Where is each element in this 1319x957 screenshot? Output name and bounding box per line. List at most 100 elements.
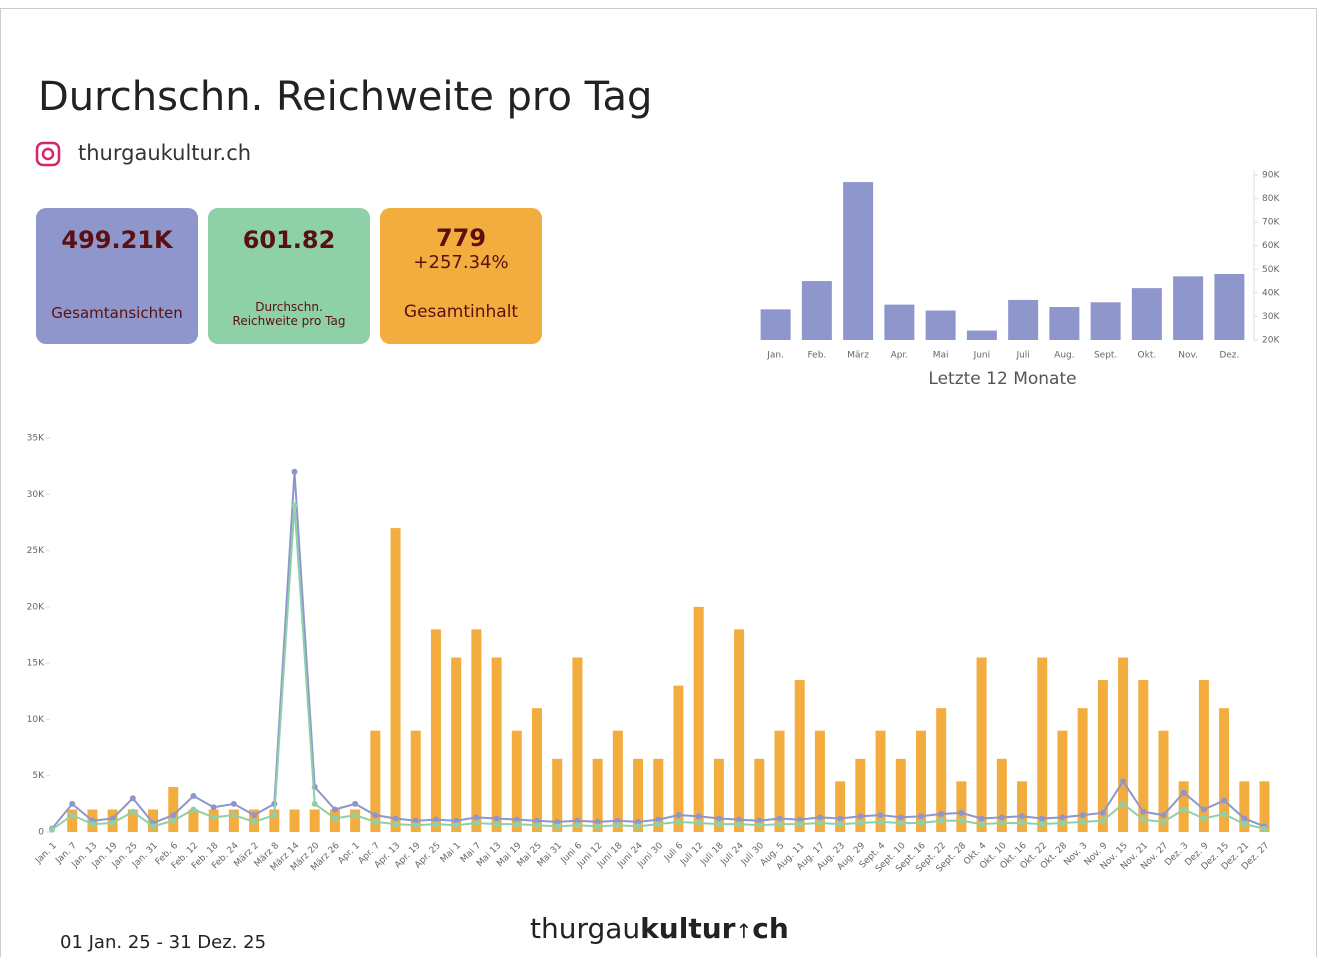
bar	[127, 809, 138, 832]
point	[230, 812, 237, 819]
point	[1180, 806, 1187, 813]
point	[958, 809, 965, 816]
point	[513, 821, 520, 828]
point	[877, 818, 884, 825]
y-tick-label: 60K	[1262, 241, 1280, 251]
point	[614, 817, 621, 824]
point	[129, 808, 136, 815]
point	[1099, 809, 1106, 816]
point	[574, 822, 581, 829]
x-tick-label: Mai	[933, 351, 949, 361]
point	[432, 821, 439, 828]
bar	[67, 809, 78, 832]
date-range: 01 Jan. 25 - 31 Dez. 25	[60, 932, 267, 953]
x-tick-label: Mai 1	[439, 841, 463, 865]
bar	[208, 809, 219, 832]
point	[736, 816, 743, 823]
bar	[1097, 680, 1108, 832]
kpi-change: +257.34%	[413, 252, 509, 273]
y-tick-label: 10K	[27, 715, 45, 725]
point	[1079, 812, 1086, 819]
bar	[592, 758, 603, 832]
x-tick-label: Jan. 1	[33, 841, 59, 867]
kpi-card: 601.82 Durchschn. Reichweite pro Tag	[208, 208, 370, 344]
point	[453, 822, 460, 829]
bar	[855, 758, 866, 832]
point	[897, 819, 904, 826]
point	[190, 792, 197, 799]
bar	[269, 809, 280, 832]
point	[1241, 821, 1248, 828]
point	[493, 815, 500, 822]
y-tick-label: 50K	[1262, 265, 1280, 275]
point	[392, 815, 399, 822]
point	[412, 817, 419, 824]
x-tick-label: Sept.	[1094, 351, 1117, 361]
bar	[451, 657, 462, 832]
y-tick-label: 20K	[1262, 336, 1280, 346]
point	[776, 821, 783, 828]
bar	[289, 809, 300, 832]
point	[1241, 815, 1248, 822]
kpi-label: Gesamtansichten	[51, 304, 183, 322]
bar	[1259, 781, 1270, 832]
x-tick-label: Okt.	[1138, 351, 1157, 361]
point	[1079, 818, 1086, 825]
bar	[1037, 657, 1048, 832]
kpi-label: Durchschn. Reichweite pro Tag	[232, 300, 346, 328]
point	[170, 812, 177, 819]
logo-part: thurgau	[530, 912, 641, 945]
point	[109, 819, 116, 826]
point	[635, 818, 642, 825]
point	[1019, 813, 1026, 820]
point	[837, 815, 844, 822]
bar	[1057, 730, 1068, 832]
kpi-value: 499.21K	[61, 226, 173, 254]
point	[230, 800, 237, 807]
y-tick-label: 40K	[1262, 288, 1280, 298]
point	[917, 819, 924, 826]
bar	[653, 758, 664, 832]
point	[655, 821, 662, 828]
bar	[532, 708, 543, 832]
point	[1180, 789, 1187, 796]
point	[1221, 810, 1228, 817]
y-tick-label: 30K	[27, 490, 45, 500]
bar	[168, 786, 179, 832]
point	[271, 812, 278, 819]
point	[614, 822, 621, 829]
point	[210, 814, 217, 821]
bar	[976, 657, 987, 832]
point	[331, 815, 338, 822]
point	[998, 819, 1005, 826]
bar	[925, 310, 956, 340]
point	[372, 812, 379, 819]
point	[695, 819, 702, 826]
point	[978, 821, 985, 828]
point	[938, 817, 945, 824]
point	[1039, 815, 1046, 822]
point	[594, 823, 601, 830]
point	[534, 817, 541, 824]
point	[675, 812, 682, 819]
point	[453, 817, 460, 824]
point	[554, 818, 561, 825]
point	[89, 821, 96, 828]
bar	[673, 685, 684, 832]
bar	[491, 657, 502, 832]
point	[251, 812, 258, 819]
point	[1200, 815, 1207, 822]
point	[917, 813, 924, 820]
y-tick-label: 30K	[1262, 312, 1280, 322]
point	[412, 822, 419, 829]
point	[675, 818, 682, 825]
point	[857, 819, 864, 826]
bar	[633, 758, 644, 832]
point	[473, 819, 480, 826]
bar	[814, 730, 825, 832]
bar	[511, 730, 522, 832]
bar	[915, 730, 926, 832]
bar	[1118, 657, 1129, 832]
point	[291, 468, 298, 475]
bar	[1198, 680, 1209, 832]
